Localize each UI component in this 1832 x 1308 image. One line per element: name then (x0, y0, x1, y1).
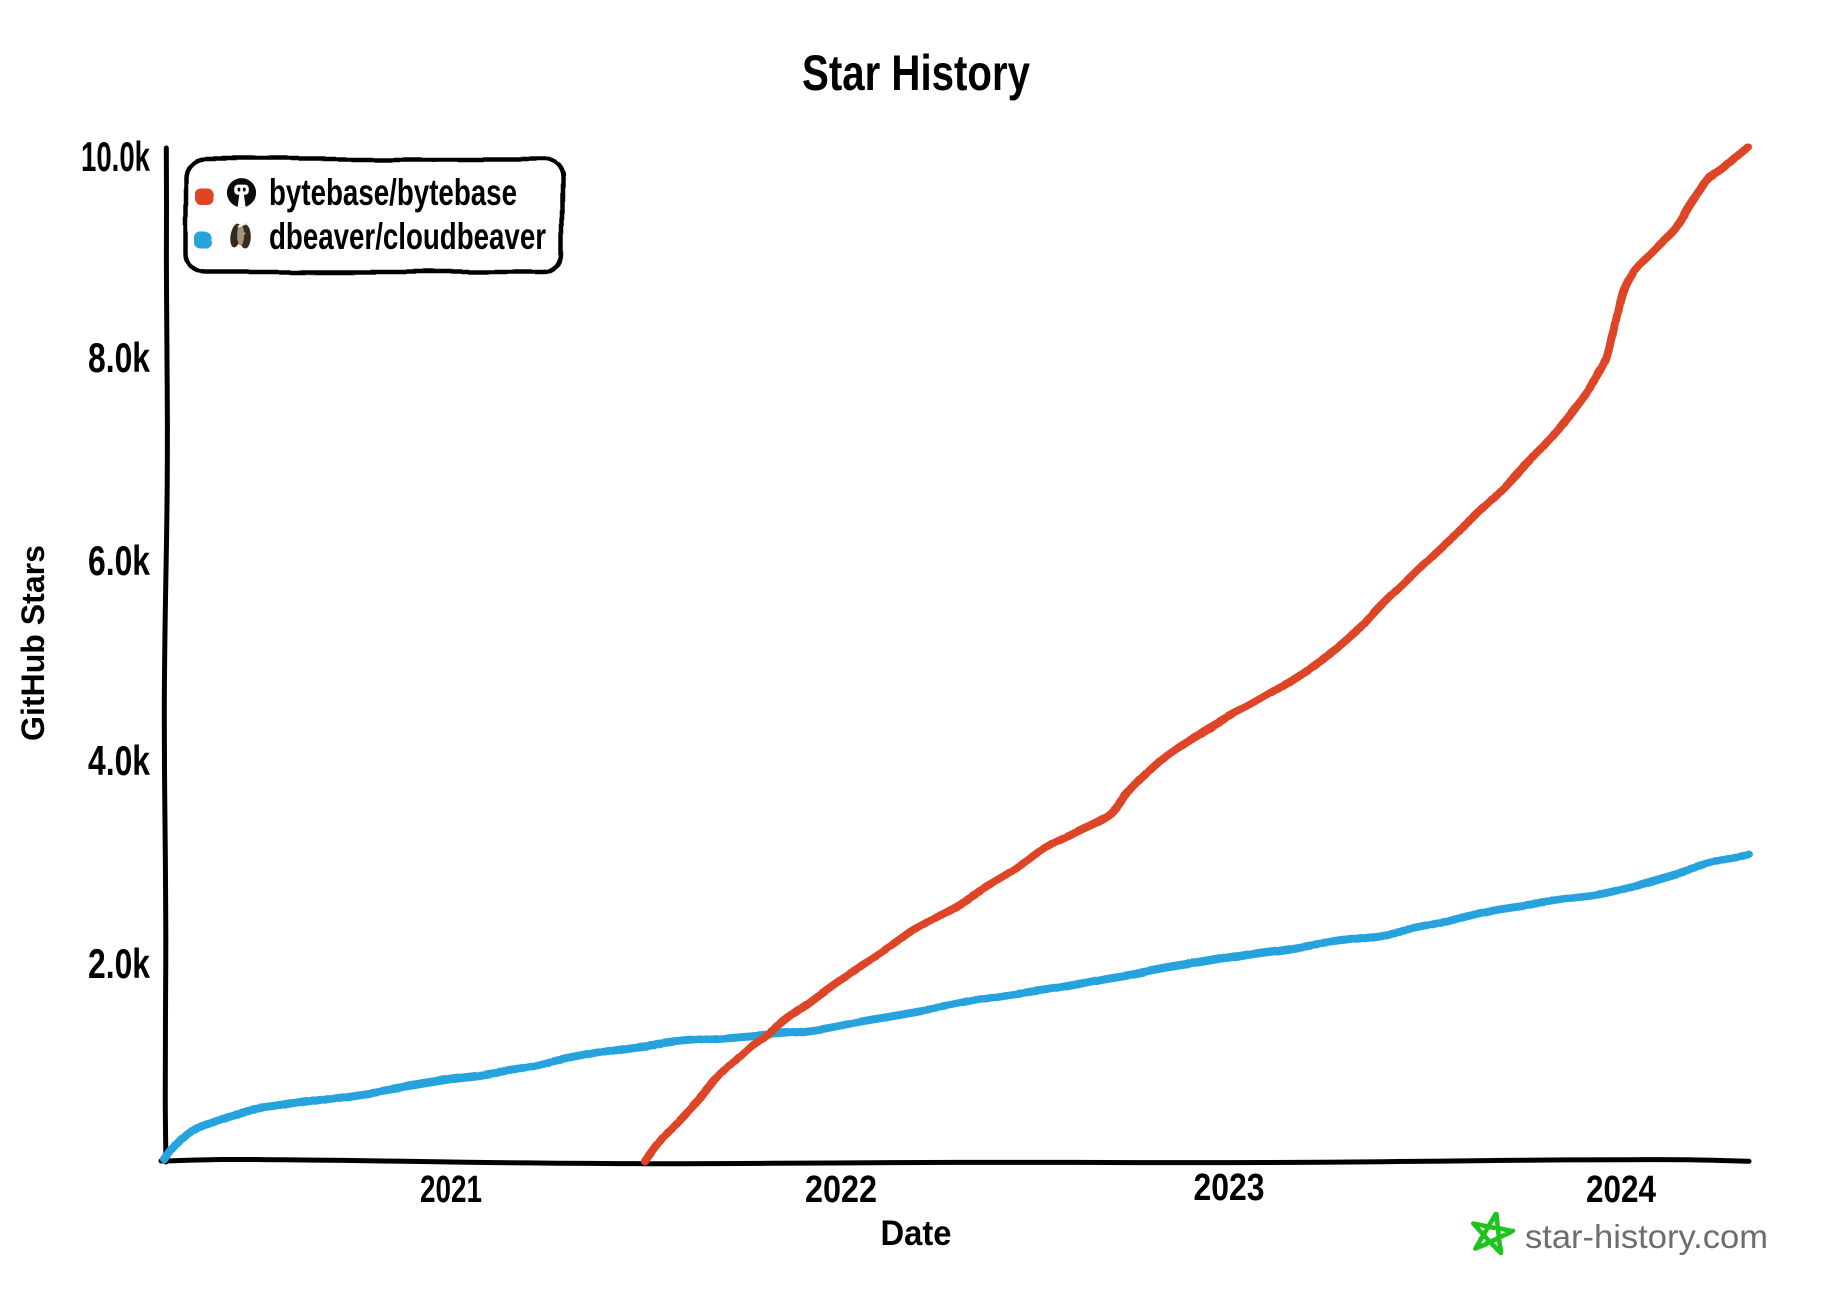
svg-text:star-history.com: star-history.com (1525, 1218, 1768, 1255)
svg-text:dbeaver/cloudbeaver: dbeaver/cloudbeaver (269, 216, 546, 257)
svg-text:bytebase/bytebase: bytebase/bytebase (269, 172, 517, 213)
svg-text:Date: Date (881, 1214, 952, 1253)
svg-text:2023: 2023 (1194, 1167, 1265, 1209)
svg-text:2021: 2021 (420, 1169, 482, 1211)
svg-text:2.0k: 2.0k (88, 940, 150, 987)
svg-text:10.0k: 10.0k (81, 133, 150, 180)
svg-text:2022: 2022 (805, 1169, 877, 1211)
svg-text:4.0k: 4.0k (88, 737, 150, 784)
svg-text:GitHub Stars: GitHub Stars (15, 545, 51, 741)
svg-text:6.0k: 6.0k (88, 537, 150, 584)
svg-text:Star History: Star History (802, 45, 1030, 101)
svg-text:2024: 2024 (1586, 1169, 1656, 1211)
svg-text:8.0k: 8.0k (88, 334, 150, 381)
